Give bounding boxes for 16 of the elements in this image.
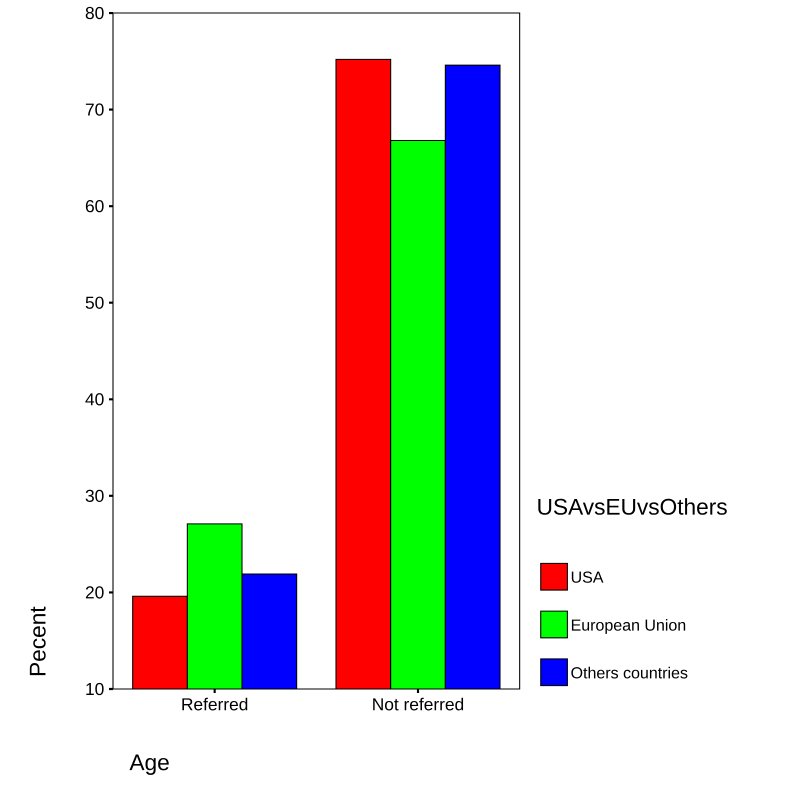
y-tick-label: 30 [86, 490, 104, 502]
legend-label: Others countries [571, 666, 688, 678]
y-axis-title: Pecent [30, 606, 46, 676]
legend-label: USA [572, 571, 604, 583]
y-tick-label: 50 [86, 296, 104, 309]
y-tick-label: 40 [85, 393, 104, 406]
x-tick-label: Not referred [373, 698, 464, 710]
legend-label: European Union [572, 619, 686, 634]
x-axis-title: Age [129, 754, 169, 775]
y-tick-label: 10 [86, 682, 104, 696]
y-tick-label: 20 [86, 586, 104, 599]
legend-title: USAvsEUvsOthers [538, 498, 727, 515]
x-tick-label: Referred [182, 698, 248, 710]
y-tick-label: 80 [86, 6, 104, 20]
y-tick-label: 70 [86, 103, 104, 116]
y-tick-label: 60 [86, 200, 104, 212]
